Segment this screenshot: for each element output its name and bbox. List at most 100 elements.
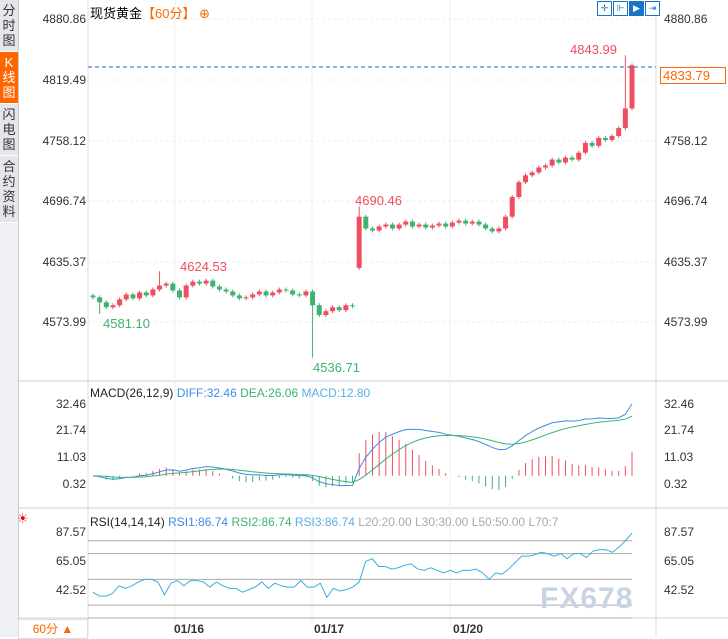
- candle-body: [316, 305, 322, 316]
- candle-body: [123, 294, 129, 300]
- period-label: 【60分】: [142, 6, 196, 21]
- candle-body: [443, 223, 449, 227]
- price-tick: 4696.74: [664, 194, 708, 208]
- candle-body: [137, 292, 143, 299]
- candle-body: [503, 216, 509, 229]
- rsi-tick: 42.52: [664, 583, 695, 597]
- price-tick: 4635.37: [664, 255, 708, 269]
- macd-tick: 21.74: [664, 423, 695, 437]
- candle-body: [223, 289, 229, 292]
- candle-body: [609, 135, 615, 140]
- candle-body: [562, 157, 568, 163]
- crosshair-icon[interactable]: ✛: [597, 1, 612, 16]
- macd-tick: 32.46: [664, 397, 695, 411]
- candle-body: [456, 220, 462, 223]
- candle-body: [256, 291, 262, 295]
- candle-body: [310, 291, 316, 306]
- candle-body: [183, 285, 189, 298]
- price-tick: 4573.99: [664, 315, 708, 329]
- candle-body: [117, 299, 123, 306]
- candle-body: [509, 196, 515, 217]
- candle-body: [150, 289, 156, 296]
- candle-body: [236, 295, 242, 299]
- cursor-select-icon[interactable]: ▶: [629, 1, 644, 16]
- tab-contract-info[interactable]: 合约资料: [0, 156, 18, 223]
- period-selector[interactable]: 60分 ▲: [18, 619, 88, 639]
- candle-body: [336, 307, 342, 311]
- price-tick: 4880.86: [42, 12, 86, 26]
- candle-body: [403, 221, 409, 225]
- circle-plus-icon[interactable]: ⊕: [195, 6, 210, 21]
- candle-body: [629, 65, 635, 109]
- candle-body: [396, 224, 402, 229]
- candle-body: [542, 165, 548, 168]
- date-label: 01/20: [453, 622, 484, 636]
- rsi-tick: 87.57: [55, 525, 86, 539]
- date-label: 01/16: [174, 622, 205, 636]
- macd-tick: 0.32: [664, 477, 688, 491]
- candle-body: [263, 291, 269, 296]
- rsi-tick: 65.05: [55, 554, 86, 568]
- dea-line: [92, 415, 633, 483]
- high-label: 4843.99: [570, 42, 617, 57]
- candle-body: [416, 224, 422, 227]
- candle-body: [283, 289, 289, 291]
- macd-tick: 21.74: [55, 423, 86, 437]
- candle-body: [343, 305, 349, 311]
- candle-body: [330, 307, 336, 312]
- candle-body: [203, 280, 209, 284]
- candle-body: [177, 290, 183, 298]
- candle-body: [536, 167, 542, 173]
- indicator-settings-icon[interactable]: ☀: [17, 511, 29, 526]
- price-tick: 4758.12: [664, 134, 708, 148]
- candle-body: [369, 228, 375, 231]
- zoom-range-icon[interactable]: ⊩: [613, 1, 628, 16]
- sidebar: 分时图 K线图 闪电图 合约资料: [0, 0, 19, 637]
- macd-tick: 11.03: [664, 450, 694, 464]
- candle-body: [356, 216, 362, 268]
- candle-body: [270, 292, 276, 296]
- candle-body: [350, 305, 356, 307]
- candle-body: [569, 157, 575, 160]
- price-tick: 4880.86: [664, 12, 708, 26]
- candle-body: [549, 159, 555, 166]
- candle-body: [589, 142, 595, 146]
- rsi-tick: 65.05: [664, 554, 695, 568]
- macd-legend: MACD(26,12,9) DIFF:32.46 DEA:26.06 MACD:…: [90, 386, 371, 400]
- candle-body: [163, 283, 169, 286]
- price-tick: 4819.49: [42, 73, 86, 87]
- candle-body: [523, 175, 529, 183]
- candle-body: [596, 137, 602, 146]
- candle-body: [489, 228, 495, 232]
- candle-body: [476, 221, 482, 225]
- tab-kline[interactable]: K线图: [0, 52, 18, 104]
- candle-body: [243, 297, 249, 299]
- candle-body: [303, 291, 309, 296]
- candle-body: [463, 220, 469, 224]
- candle-body: [216, 286, 222, 290]
- jump-end-icon[interactable]: ⇥: [645, 1, 660, 16]
- candle-body: [616, 128, 622, 136]
- candle-body: [436, 223, 442, 226]
- candle-body: [556, 159, 562, 163]
- tab-timeshare[interactable]: 分时图: [0, 0, 18, 52]
- rsi-tick: 87.57: [664, 525, 695, 539]
- candle-body: [110, 305, 116, 308]
- candle-body: [602, 137, 608, 140]
- candle-body: [469, 221, 475, 224]
- candle-body: [496, 228, 502, 232]
- candle-body: [323, 311, 329, 316]
- candle-body: [250, 294, 256, 298]
- candle-body: [516, 182, 522, 197]
- candle-body: [143, 292, 149, 296]
- candle-body: [276, 289, 282, 293]
- price-tick: 4635.37: [42, 255, 86, 269]
- candle-body: [230, 291, 236, 296]
- tab-flash[interactable]: 闪电图: [0, 104, 18, 156]
- instrument-title: 现货黄金【60分】 ⊕: [90, 6, 210, 21]
- candle-body: [296, 294, 302, 296]
- candle-body: [576, 152, 582, 160]
- candle-body: [383, 224, 389, 227]
- high-label: 4624.53: [180, 259, 227, 274]
